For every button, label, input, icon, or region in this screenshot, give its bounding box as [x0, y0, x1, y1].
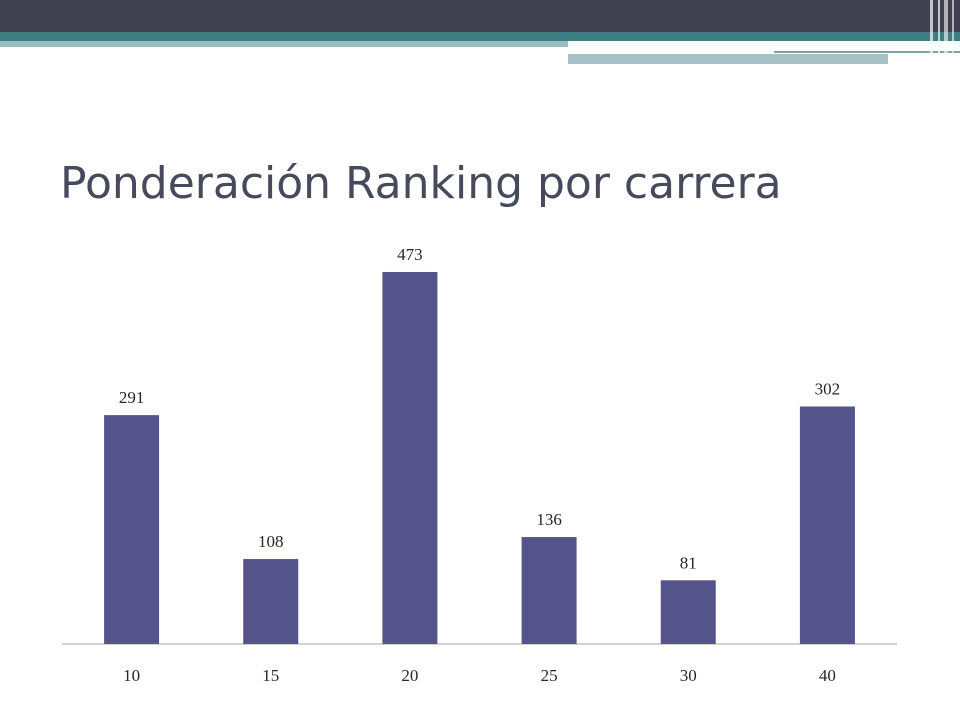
x-tick-label: 20 — [401, 666, 418, 685]
bar — [104, 415, 160, 644]
x-tick-label: 30 — [680, 666, 697, 685]
plot-area: 291 10 108 15 473 20 136 25 81 30 302 40 — [104, 245, 855, 685]
bar — [243, 559, 299, 644]
header-stripe-right — [568, 54, 888, 64]
bar — [660, 580, 716, 644]
x-tick-label: 15 — [262, 666, 279, 685]
header-vline — [952, 0, 954, 64]
header-bar — [0, 0, 960, 32]
header-vline — [944, 0, 948, 64]
bar — [521, 537, 577, 644]
header-gap — [568, 47, 960, 51]
value-label: 291 — [119, 388, 145, 407]
header-vline — [930, 0, 933, 64]
value-label: 108 — [258, 532, 284, 551]
value-label: 136 — [536, 510, 562, 529]
header-decoration — [0, 0, 960, 64]
chart-title: Ponderación Ranking por carrera — [60, 158, 782, 209]
x-tick-label: 40 — [819, 666, 836, 685]
value-label: 302 — [815, 379, 841, 398]
bar — [382, 271, 438, 644]
x-tick-label: 25 — [541, 666, 558, 685]
x-tick-label: 10 — [123, 666, 140, 685]
bar — [799, 406, 855, 644]
value-label: 81 — [680, 553, 697, 572]
header-stripe — [0, 32, 960, 41]
header-stripe-light — [0, 41, 568, 47]
value-label: 473 — [397, 245, 423, 264]
header-vline — [938, 0, 940, 64]
header-thin-line — [774, 51, 960, 53]
